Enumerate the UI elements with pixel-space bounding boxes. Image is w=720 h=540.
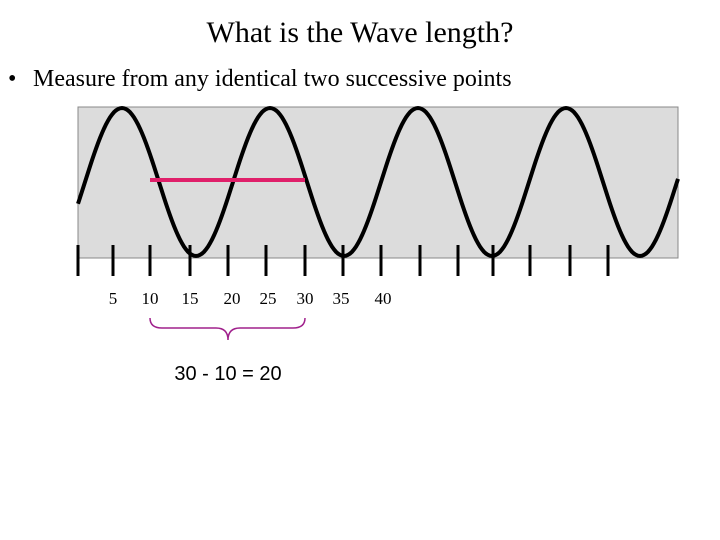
wave-panel <box>77 106 679 259</box>
bullet-mark: • <box>8 66 16 92</box>
wave <box>76 105 680 259</box>
scale-label: 30 <box>297 289 314 308</box>
slide-title: What is the Wave length? <box>207 16 514 49</box>
bullet-text: Measure from any identical two successiv… <box>33 66 512 92</box>
brace-label: 30 - 10 = 20 <box>174 363 281 385</box>
scale-labels: 5 10 15 20 25 30 35 40 <box>109 289 392 308</box>
scale-label: 15 <box>182 289 199 308</box>
scale-label: 40 <box>375 289 392 308</box>
scale-label: 25 <box>260 289 277 308</box>
scale-label: 10 <box>142 289 159 308</box>
scale-label: 5 <box>109 289 118 308</box>
scale-label: 35 <box>333 289 350 308</box>
scale-label: 20 <box>224 289 241 308</box>
tick-group <box>76 245 610 276</box>
brace <box>149 317 306 341</box>
